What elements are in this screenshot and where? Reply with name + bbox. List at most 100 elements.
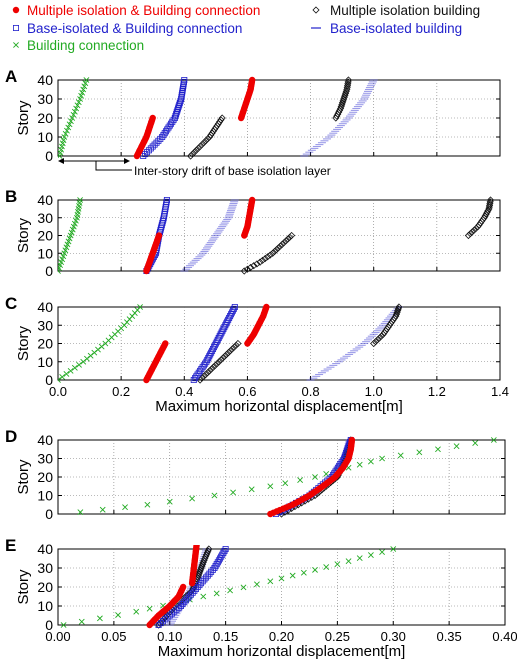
- series-building-connection: [77, 437, 497, 516]
- y-tick-label: 10: [37, 354, 53, 370]
- data-point: [189, 495, 196, 502]
- y-axis-label: Story: [15, 569, 32, 605]
- data-point: [300, 569, 307, 576]
- y-tick-label: 10: [37, 129, 53, 145]
- data-point: [226, 347, 234, 355]
- series-building-connection: [58, 197, 84, 274]
- data-point: [74, 102, 81, 109]
- data-point: [193, 585, 200, 592]
- data-point: [182, 597, 189, 604]
- data-point: [278, 575, 285, 582]
- data-point: [356, 461, 363, 468]
- data-point: [61, 134, 68, 140]
- legend-label: Multiple isolation & Building connection: [27, 3, 260, 18]
- data-point: [207, 365, 216, 373]
- data-point: [187, 152, 195, 160]
- data-point: [248, 196, 256, 204]
- data-point: [81, 83, 88, 90]
- data-point: [472, 224, 480, 232]
- plot-area: [58, 76, 378, 160]
- data-point: [367, 458, 374, 465]
- x-tick-label: 0.2: [112, 384, 130, 399]
- series-multiple-isolation-building: [240, 231, 296, 275]
- x-tick-label: 0.0: [49, 384, 67, 399]
- data-point: [78, 92, 85, 99]
- data-point: [345, 558, 352, 565]
- data-point: [166, 498, 173, 505]
- series-base-isolated-building-connection: [140, 77, 188, 159]
- y-tick-label: 40: [37, 541, 53, 557]
- data-point: [208, 568, 215, 575]
- data-point: [176, 101, 183, 108]
- y-tick-label: 10: [37, 245, 53, 261]
- data-point: [288, 231, 296, 240]
- series-base-isolated-building-connection: [190, 303, 238, 383]
- x-tick-label: 0.8: [302, 384, 320, 399]
- data-point: [248, 486, 255, 493]
- y-tick-label: 30: [37, 210, 53, 226]
- data-point: [263, 303, 270, 311]
- data-point: [202, 370, 210, 379]
- data-point: [96, 615, 103, 622]
- x-tick-label: 0.15: [213, 629, 238, 644]
- annotation-arrowhead-right: [124, 158, 130, 164]
- data-point: [256, 258, 264, 266]
- data-point: [177, 603, 184, 610]
- legend-label: Multiple isolation building: [330, 3, 480, 18]
- data-point: [240, 584, 247, 591]
- data-point: [70, 111, 77, 118]
- series-multiple-isolation-building-connection: [244, 303, 270, 347]
- data-point: [284, 235, 292, 243]
- data-point: [162, 340, 169, 347]
- y-tick-label: 0: [45, 372, 53, 388]
- data-point: [80, 358, 87, 365]
- series-multiple-isolation-building: [464, 196, 495, 240]
- legend-entry-base-isolated-building-connection: Base-isolated & Building connection: [12, 21, 242, 36]
- data-point: [253, 260, 261, 268]
- series-multiple-isolation-building-connection: [188, 545, 200, 587]
- data-point: [83, 77, 90, 83]
- legend-entry-base-isolated-building: Base-isolated building: [311, 21, 462, 36]
- data-point: [282, 237, 290, 245]
- data-point: [348, 436, 356, 444]
- data-point: [211, 492, 218, 499]
- y-axis-label: Story: [15, 100, 32, 136]
- y-tick-label: 20: [37, 469, 53, 485]
- panel-label: B: [5, 187, 17, 206]
- data-point: [67, 367, 74, 374]
- data-point: [173, 109, 180, 116]
- x-tick-label: 0.25: [325, 629, 350, 644]
- legend-entry-building-connection: Building connection: [13, 38, 144, 53]
- data-point: [344, 76, 353, 84]
- annotation-text: Inter-story drift of base isolation laye…: [134, 164, 331, 178]
- series-multiple-isolation-building-connection: [143, 232, 163, 275]
- y-axis-label: Story: [15, 325, 32, 361]
- data-point: [196, 582, 203, 589]
- data-point: [323, 564, 330, 570]
- data-point: [66, 121, 73, 128]
- data-point: [390, 546, 397, 552]
- data-point: [144, 501, 151, 508]
- data-point: [60, 622, 67, 628]
- series-multiple-isolation-building-connection: [133, 114, 156, 160]
- data-point: [468, 228, 476, 236]
- data-point: [203, 574, 210, 581]
- data-point: [62, 130, 69, 137]
- data-point: [435, 446, 441, 453]
- data-point: [217, 116, 225, 124]
- drift-annotation: Inter-story drift of base isolation laye…: [58, 158, 331, 178]
- data-point: [367, 552, 374, 558]
- data-point: [175, 103, 182, 110]
- series-multiple-isolation-building-connection: [241, 196, 256, 239]
- panel-E: 0 10 20 30 40 0.00 0.05 0.10 0.15 0.20 0.25 0.30 0.3…: [5, 536, 517, 660]
- data-point: [213, 590, 220, 597]
- panels: 010203040StoryA010203040StoryB0102030400…: [5, 67, 517, 660]
- data-point: [190, 148, 198, 156]
- data-point: [58, 377, 61, 383]
- data-point: [71, 108, 78, 115]
- y-tick-label: 20: [37, 579, 53, 595]
- data-point: [179, 601, 186, 608]
- data-point: [75, 99, 82, 106]
- panel-C: 0 10 20 30 40 0.0 0.2 0.4 0.6 0.8 1.0 1.2 1.4 Story Ma…: [5, 294, 509, 415]
- data-point: [278, 240, 286, 248]
